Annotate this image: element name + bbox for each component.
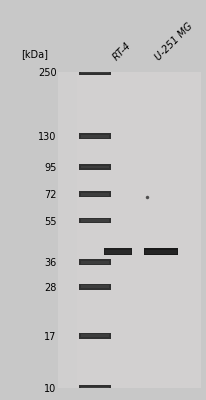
Bar	[80, 334, 109, 337]
Bar	[79, 385, 110, 391]
Bar	[79, 69, 110, 75]
Bar	[143, 248, 177, 255]
Bar	[80, 286, 109, 288]
Bar	[80, 193, 109, 196]
Bar	[79, 333, 110, 339]
Bar	[76, 72, 200, 388]
Bar	[79, 191, 110, 197]
Bar	[79, 218, 110, 224]
Bar	[79, 164, 110, 170]
Text: RT-4: RT-4	[110, 40, 132, 62]
Bar	[80, 261, 109, 264]
Bar	[80, 386, 109, 390]
Bar	[80, 166, 109, 168]
Bar	[103, 248, 132, 255]
Bar	[80, 219, 109, 222]
Text: [kDa]: [kDa]	[21, 49, 48, 59]
Bar	[144, 250, 176, 254]
Bar	[80, 135, 109, 138]
Text: U-251 MG: U-251 MG	[153, 21, 194, 62]
Bar	[79, 260, 110, 265]
Bar	[79, 133, 110, 139]
Bar	[80, 70, 109, 74]
Bar	[79, 284, 110, 290]
Bar	[105, 250, 130, 254]
